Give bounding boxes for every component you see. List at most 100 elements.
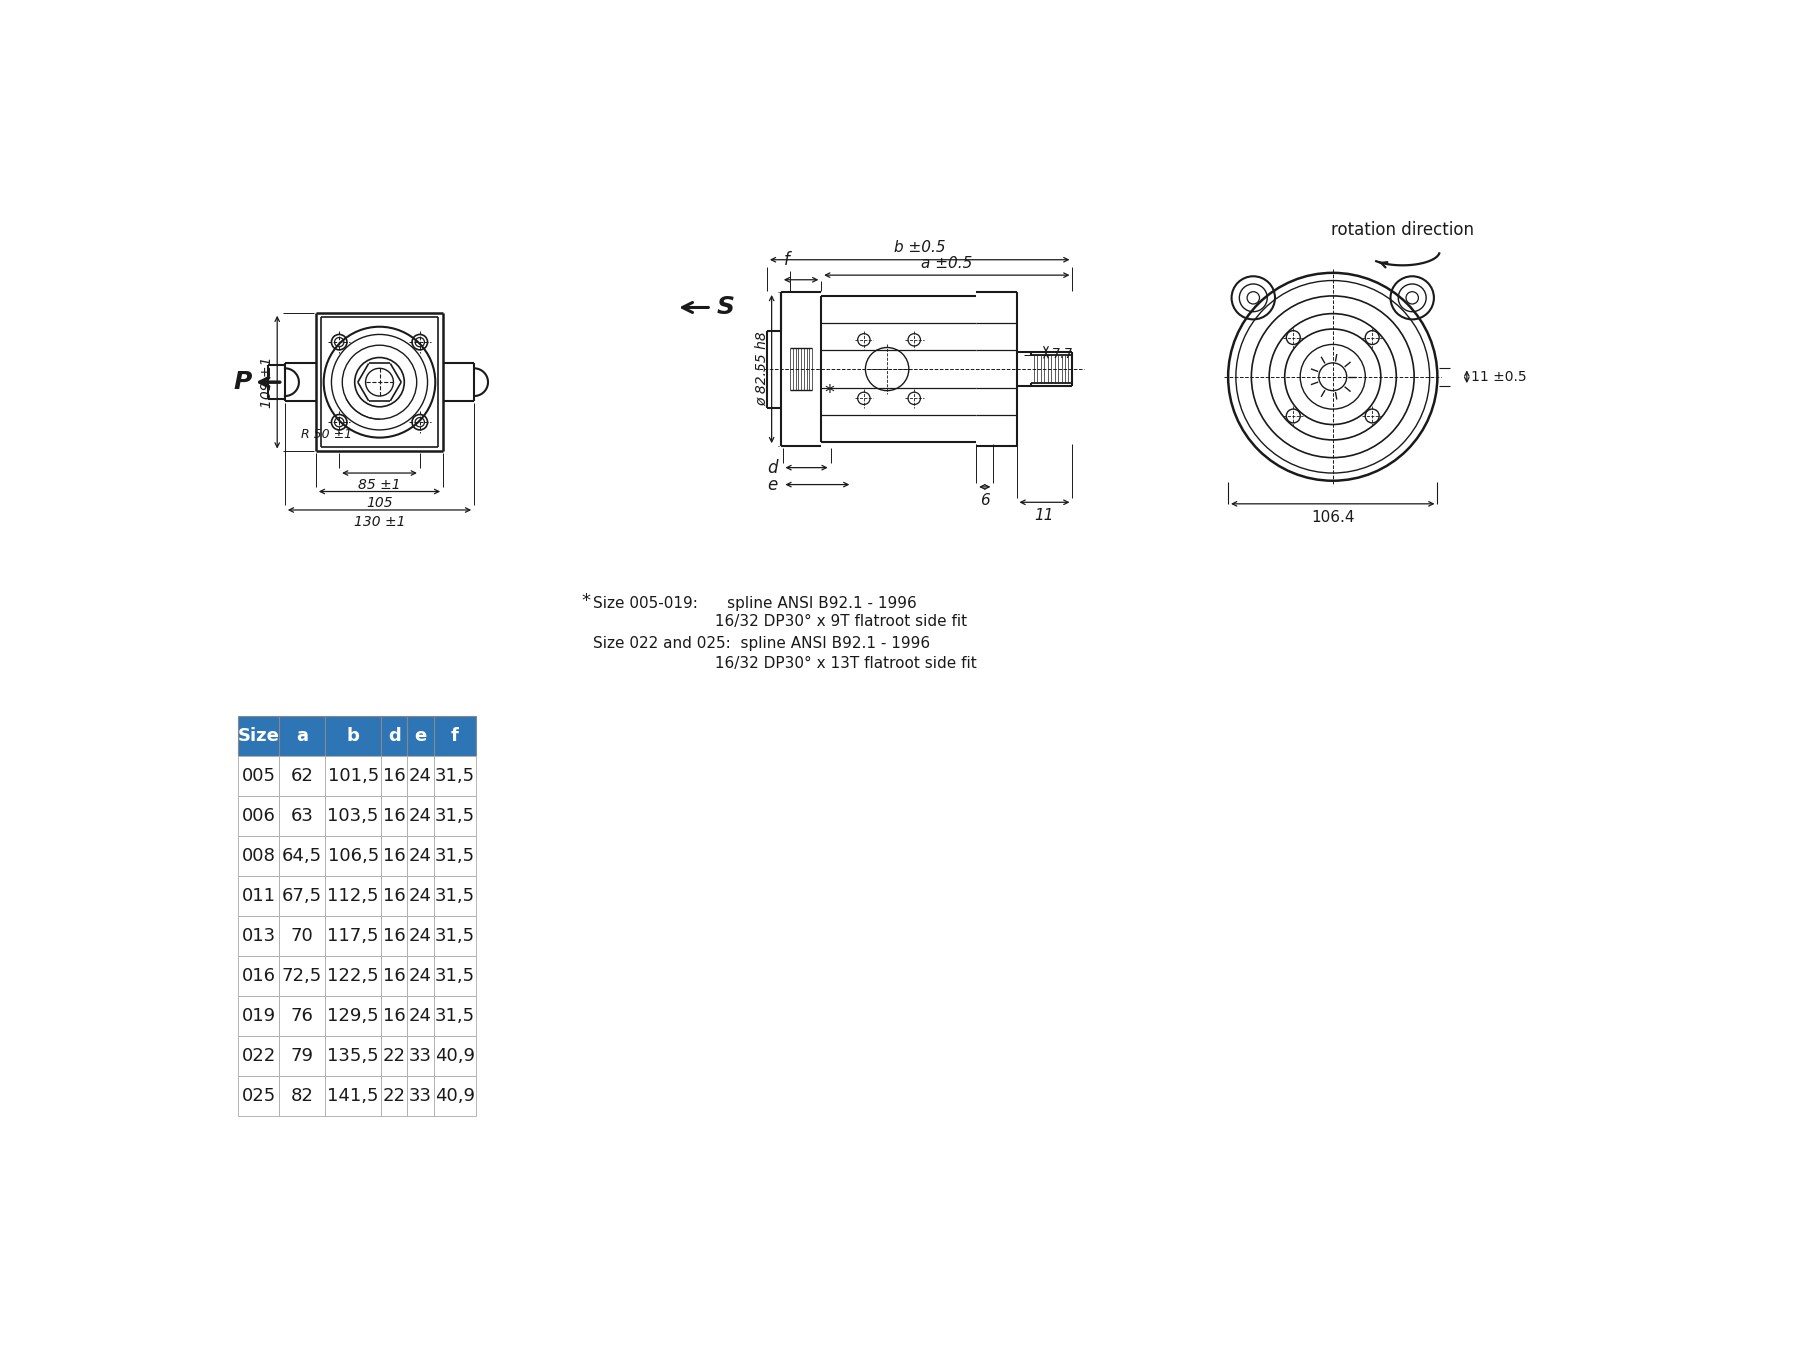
Text: 16: 16 [383, 766, 406, 785]
Text: e: e [767, 476, 778, 494]
Text: 63: 63 [291, 807, 314, 824]
Bar [381, 956, 408, 995]
Text: 76: 76 [291, 1008, 314, 1025]
Text: 24: 24 [409, 846, 433, 865]
Bar [435, 835, 476, 876]
Text: e: e [415, 727, 427, 744]
Text: 008: 008 [242, 846, 275, 865]
Text: 62: 62 [291, 766, 314, 785]
Bar [239, 876, 278, 915]
Text: 31,5: 31,5 [435, 766, 474, 785]
Text: 122,5: 122,5 [327, 967, 379, 984]
Bar [435, 995, 476, 1036]
Text: 106.4: 106.4 [1311, 510, 1354, 525]
Bar [239, 796, 278, 835]
Text: d: d [767, 458, 778, 477]
Bar [435, 1075, 476, 1116]
Text: 16: 16 [383, 887, 406, 904]
Text: 005: 005 [242, 766, 275, 785]
Bar [408, 956, 435, 995]
Bar [239, 915, 278, 956]
Bar [381, 796, 408, 835]
Text: *: * [580, 593, 591, 610]
Bar [278, 915, 325, 956]
Text: 129,5: 129,5 [327, 1008, 379, 1025]
Text: a: a [296, 727, 307, 744]
Bar [239, 716, 278, 755]
Text: 31,5: 31,5 [435, 887, 474, 904]
Text: 16: 16 [383, 846, 406, 865]
Text: 11 ±0.5: 11 ±0.5 [1471, 370, 1527, 384]
Text: 22: 22 [383, 1047, 406, 1064]
Bar [435, 915, 476, 956]
Text: 24: 24 [409, 807, 433, 824]
Bar [408, 1036, 435, 1075]
Bar [325, 915, 381, 956]
Bar [278, 995, 325, 1036]
Text: 109 ±1: 109 ±1 [260, 357, 275, 408]
Text: b: b [347, 727, 359, 744]
Bar [278, 835, 325, 876]
Text: 101,5: 101,5 [327, 766, 379, 785]
Text: 24: 24 [409, 967, 433, 984]
Bar [381, 995, 408, 1036]
Text: 33: 33 [409, 1047, 433, 1064]
Bar [325, 995, 381, 1036]
Bar [278, 876, 325, 915]
Text: 67,5: 67,5 [282, 887, 321, 904]
Text: 31,5: 31,5 [435, 926, 474, 945]
Text: 103,5: 103,5 [327, 807, 379, 824]
Text: 025: 025 [241, 1088, 277, 1105]
Bar [325, 796, 381, 835]
Bar [325, 755, 381, 796]
Bar [408, 995, 435, 1036]
Bar [435, 716, 476, 755]
Bar [278, 956, 325, 995]
Text: 016: 016 [242, 967, 275, 984]
Text: 31,5: 31,5 [435, 967, 474, 984]
Text: 011: 011 [242, 887, 275, 904]
Text: 013: 013 [241, 926, 275, 945]
Text: 6: 6 [981, 494, 990, 508]
Text: 72,5: 72,5 [282, 967, 321, 984]
Text: 106,5: 106,5 [327, 846, 379, 865]
Bar [239, 995, 278, 1036]
Text: 16/32 DP30° x 13T flatroot side fit: 16/32 DP30° x 13T flatroot side fit [593, 655, 977, 670]
Text: d: d [388, 727, 401, 744]
Bar [435, 1036, 476, 1075]
Bar [278, 755, 325, 796]
Bar [381, 835, 408, 876]
Bar [278, 1036, 325, 1075]
Text: 006: 006 [242, 807, 275, 824]
Text: 16: 16 [383, 1008, 406, 1025]
Bar [239, 956, 278, 995]
Bar [325, 1036, 381, 1075]
Bar [278, 796, 325, 835]
Text: 31,5: 31,5 [435, 807, 474, 824]
Bar [239, 1075, 278, 1116]
Text: Size 022 and 025:  spline ANSI B92.1 - 1996: Size 022 and 025: spline ANSI B92.1 - 19… [593, 636, 930, 651]
Text: 82: 82 [291, 1088, 314, 1105]
Text: 22: 22 [383, 1088, 406, 1105]
Text: 022: 022 [241, 1047, 277, 1064]
Bar [435, 755, 476, 796]
Bar [408, 755, 435, 796]
Bar [325, 876, 381, 915]
Bar [381, 1075, 408, 1116]
Bar [408, 915, 435, 956]
Text: f: f [785, 251, 790, 268]
Text: 112,5: 112,5 [327, 887, 379, 904]
Text: *: * [824, 382, 833, 401]
Text: Size 005-019:      spline ANSI B92.1 - 1996: Size 005-019: spline ANSI B92.1 - 1996 [593, 597, 918, 612]
Bar [408, 796, 435, 835]
Text: 40,9: 40,9 [435, 1088, 474, 1105]
Text: 16/32 DP30° x 9T flatroot side fit: 16/32 DP30° x 9T flatroot side fit [593, 614, 968, 629]
Text: R 50 ±1: R 50 ±1 [302, 428, 352, 441]
Text: Size: Size [237, 727, 280, 744]
Bar [239, 835, 278, 876]
Text: 24: 24 [409, 1008, 433, 1025]
Bar [381, 755, 408, 796]
Text: ø 82.55 h8: ø 82.55 h8 [754, 332, 769, 407]
Text: b ±0.5: b ±0.5 [894, 240, 945, 255]
Bar [408, 1075, 435, 1116]
